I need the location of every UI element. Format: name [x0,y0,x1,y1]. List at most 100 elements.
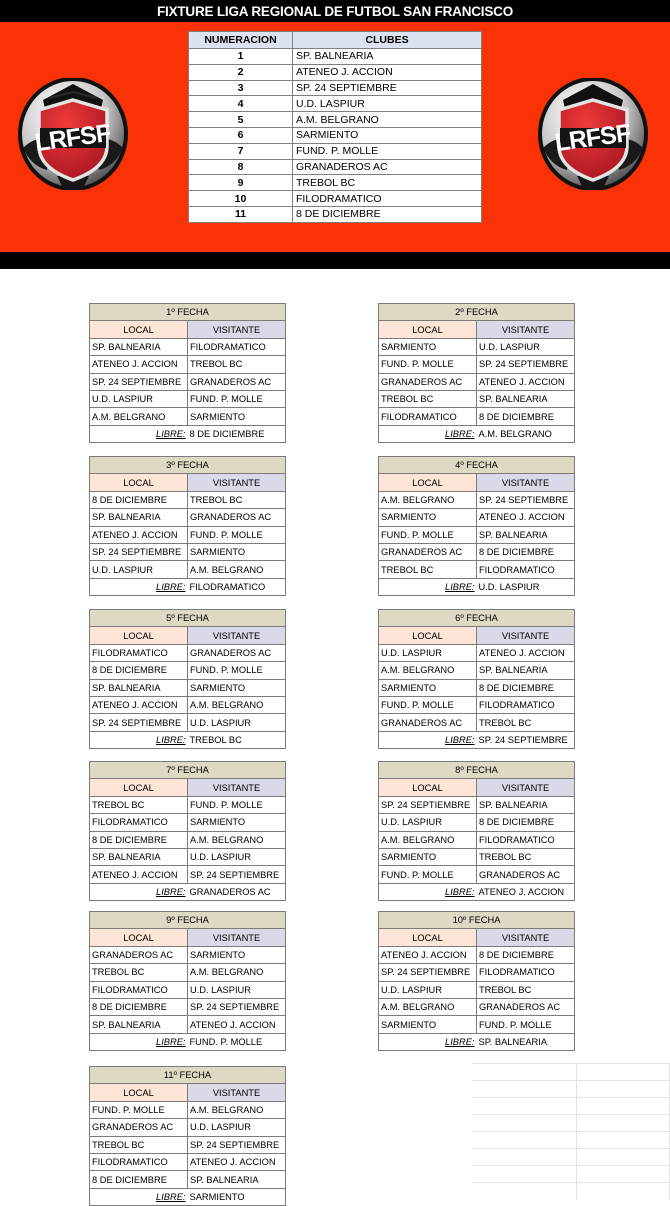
match-local-team: GRANADEROS AC [378,372,477,391]
match-local-team: FUND. P. MOLLE [89,1100,188,1120]
match-visitante-team: ATENEO J. ACCION [187,1152,286,1172]
match-local-team: A.M. BELGRANO [378,661,477,680]
match-local-team: ATENEO J. ACCION [89,695,188,715]
table-row: 5 A.M. BELGRANO [188,111,482,128]
club-number: 1 [188,48,293,65]
match-row: FUND. P. MOLLE FILODRAMATICO [378,695,575,715]
club-number: 11 [188,205,293,223]
page-title-bar: FIXTURE LIGA REGIONAL DE FUTBOL SAN FRAN… [0,0,670,22]
match-local-team: A.M. BELGRANO [89,407,188,426]
match-visitante-team: ATENEO J. ACCION [476,372,575,391]
match-row: ATENEO J. ACCION FUND. P. MOLLE [89,525,286,544]
match-local-team: SP. 24 SEPTIEMBRE [89,372,188,391]
match-row: TREBOL BC FILODRAMATICO [378,560,575,579]
match-visitante-team: U.D. LASPIUR [187,1118,286,1137]
match-row: GRANADEROS AC TREBOL BC [378,713,575,732]
match-row: SARMIENTO 8 DE DICIEMBRE [378,678,575,697]
match-row: 8 DE DICIEMBRE A.M. BELGRANO [89,830,286,849]
match-local-team: GRANADEROS AC [378,713,477,732]
fecha-title-row: 3º FECHA [89,455,286,475]
grid-line [472,1080,670,1081]
match-visitante-team: FILODRAMATICO [476,830,575,849]
libre-label: LIBRE: [89,1187,188,1206]
match-local-team: TREBOL BC [89,795,188,815]
column-header-local: LOCAL [89,1083,188,1102]
club-number: 9 [188,174,293,192]
fecha-table: 11º FECHA LOCAL VISITANTE FUND. P. MOLLE A.M… [89,1065,286,1206]
fecha-table: 9º FECHA LOCAL VISITANTE GRANADEROS AC SARMI… [89,910,286,1052]
match-visitante-team: A.M. BELGRANO [187,1100,286,1120]
column-header-visitante: VISITANTE [476,928,575,947]
match-local-team: SP. BALNEARIA [89,678,188,697]
column-header-visitante: VISITANTE [187,1083,286,1102]
libre-team: FILODRAMATICO [187,577,286,597]
match-visitante-team: SP. 24 SEPTIEMBRE [187,865,286,884]
column-header-visitante: VISITANTE [187,473,286,492]
fecha-column-header-row: LOCAL VISITANTE [378,473,575,492]
match-local-team: A.M. BELGRANO [378,997,477,1017]
spreadsheet-ghost-grid [472,1063,670,1200]
black-divider [0,252,670,269]
fecha-table: 2º FECHA LOCAL VISITANTE SARMIENTO U.D. LASP… [378,302,575,444]
grid-line [472,1097,670,1098]
match-visitante-team: GRANADEROS AC [187,643,286,663]
libre-team: GRANADEROS AC [187,882,286,902]
match-visitante-team: GRANADEROS AC [187,508,286,527]
club-number: 7 [188,142,293,160]
match-local-team: TREBOL BC [89,963,188,982]
libre-row: LIBRE: ATENEO J. ACCION [378,882,575,902]
libre-row: LIBRE: TREBOL BC [89,730,286,750]
match-local-team: GRANADEROS AC [89,945,188,965]
match-row: U.D. LASPIUR TREBOL BC [378,980,575,999]
match-visitante-team: A.M. BELGRANO [187,963,286,982]
fecha-title-row: 5º FECHA [89,608,286,628]
match-visitante-team: FILODRAMATICO [187,337,286,357]
club-number: 4 [188,95,293,113]
match-local-team: U.D. LASPIUR [89,389,188,409]
column-header-visitante: VISITANTE [476,778,575,797]
grid-line [472,1063,670,1064]
clubs-table-header-row: NUMERACION CLUBES [188,31,482,49]
match-visitante-team: SARMIENTO [187,407,286,426]
match-local-team: U.D. LASPIUR [378,643,477,663]
club-name: SP. BALNEARIA [292,48,482,65]
fecha-title-row: 7º FECHA [89,760,286,780]
table-row: 6 SARMIENTO [188,126,482,144]
column-header-local: LOCAL [89,778,188,797]
fecha-title-row: 6º FECHA [378,608,575,628]
match-row: FILODRAMATICO GRANADEROS AC [89,643,286,663]
libre-label: LIBRE: [89,577,188,597]
match-row: SARMIENTO FUND. P. MOLLE [378,1015,575,1034]
match-visitante-team: GRANADEROS AC [476,997,575,1017]
libre-label: LIBRE: [378,1032,477,1052]
match-visitante-team: ATENEO J. ACCION [476,643,575,663]
table-row: 9 TREBOL BC [188,174,482,192]
match-local-team: SP. 24 SEPTIEMBRE [378,963,477,982]
match-local-team: TREBOL BC [378,389,477,409]
club-name: SARMIENTO [292,126,482,144]
match-local-team: ATENEO J. ACCION [89,525,188,544]
match-row: SP. BALNEARIA U.D. LASPIUR [89,847,286,867]
column-header-visitante: VISITANTE [187,320,286,339]
match-visitante-team: SARMIENTO [187,945,286,965]
club-name: A.M. BELGRANO [292,111,482,128]
libre-row: LIBRE: FILODRAMATICO [89,577,286,597]
match-local-team: GRANADEROS AC [378,542,477,562]
match-visitante-team: ATENEO J. ACCION [476,508,575,527]
soccer-ball-shield-icon: LRFSF [538,77,648,191]
match-visitante-team: SP. 24 SEPTIEMBRE [476,490,575,510]
match-visitante-team: TREBOL BC [476,980,575,999]
fecha-column-header-row: LOCAL VISITANTE [89,1083,286,1102]
table-row: 7 FUND. P. MOLLE [188,142,482,160]
match-visitante-team: FUND. P. MOLLE [187,795,286,815]
match-visitante-team: U.D. LASPIUR [187,847,286,867]
clubs-table: NUMERACION CLUBES 1 SP. BALNEARIA 2 ATENEO … [188,31,482,223]
club-number: 3 [188,79,293,97]
libre-label: LIBRE: [378,577,477,597]
match-local-team: A.M. BELGRANO [378,490,477,510]
column-header-local: LOCAL [378,928,477,947]
match-visitante-team: TREBOL BC [476,713,575,732]
match-visitante-team: FILODRAMATICO [476,560,575,579]
table-row: 4 U.D. LASPIUR [188,95,482,113]
column-header-visitante: VISITANTE [476,473,575,492]
